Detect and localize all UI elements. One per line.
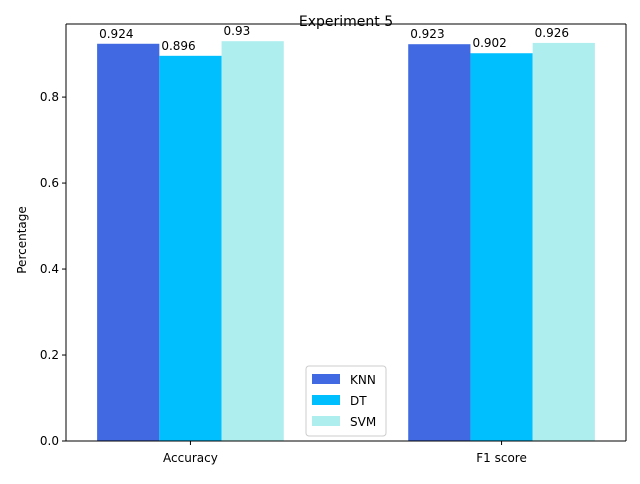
bar-svm-accuracy: [221, 41, 284, 442]
data-labels-layer: 0.924 0.923 0.896 0.902 0.93 0.926: [99, 24, 569, 53]
data-label: 0.924: [99, 27, 133, 41]
bar-knn-f1-score: [408, 44, 471, 442]
bar-dt-accuracy: [159, 55, 222, 441]
x-tick-label: F1 score: [476, 451, 527, 465]
data-label: 0.902: [472, 36, 506, 50]
y-tick-label: 0.2: [40, 348, 59, 362]
legend: KNN DT SVM: [305, 365, 387, 437]
data-label: 0.93: [224, 24, 251, 38]
chart-title: Experiment 5: [299, 14, 393, 30]
legend-swatch-dt: [312, 395, 340, 405]
bar-dt-f1-score: [470, 53, 533, 441]
data-label: 0.923: [410, 27, 444, 41]
legend-swatch-knn: [312, 374, 340, 384]
y-axis-label: Percentage: [15, 206, 29, 274]
legend-swatch-svm: [312, 416, 340, 426]
bar-knn-accuracy: [97, 43, 160, 441]
y-tick-label: 0.6: [40, 176, 59, 190]
bar-svm-f1-score: [532, 42, 595, 441]
x-tick-label: Accuracy: [163, 451, 218, 465]
legend-label-dt: DT: [350, 394, 367, 408]
data-label: 0.926: [535, 26, 569, 40]
legend-label-svm: SVM: [350, 415, 376, 429]
axes-layer: 0.0 0.2 0.4 0.6 0.8 Accuracy F1 score: [40, 23, 627, 465]
y-tick-label: 0.8: [40, 90, 59, 104]
legend-label-knn: KNN: [350, 373, 376, 387]
y-tick-label: 0.4: [40, 262, 59, 276]
y-tick-label: 0.0: [40, 434, 59, 448]
data-label: 0.896: [161, 39, 195, 53]
bars-layer: [97, 41, 595, 442]
